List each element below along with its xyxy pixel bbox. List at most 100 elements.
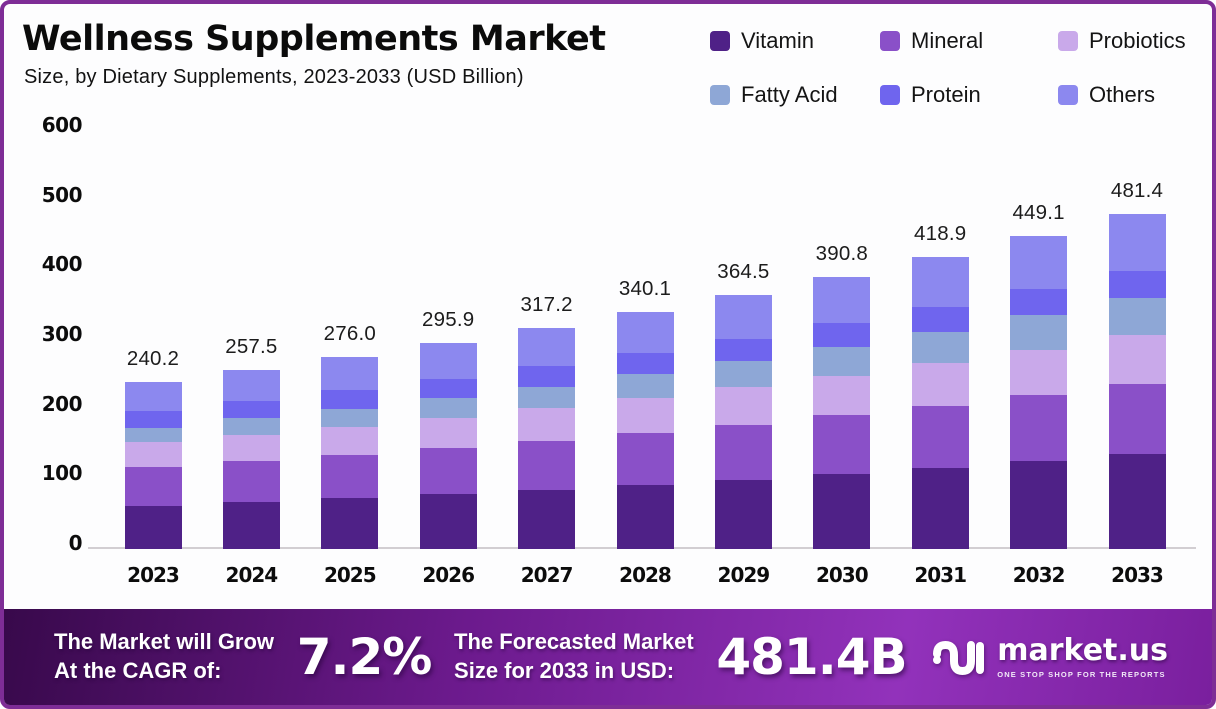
bar-segment-probiotics	[1108, 335, 1166, 384]
y-axis-label-200: 200	[41, 391, 83, 416]
cagr-label-line1: The Market will Grow	[54, 629, 275, 655]
total-label-2032: 449.1	[1012, 201, 1065, 225]
bar-2031	[911, 257, 969, 549]
bar-segment-probiotics	[616, 398, 674, 433]
bar-segment-probiotics	[222, 434, 280, 462]
bar-segment-others	[321, 356, 379, 391]
bar-segment-vitamin	[813, 474, 871, 549]
bar-segment-probiotics	[813, 375, 871, 416]
y-axis-label-600: 600	[41, 113, 83, 137]
bar-segment-vitamin	[911, 468, 969, 549]
total-label-2031: 418.9	[914, 222, 967, 246]
bar-segment-fatty-acid	[813, 347, 871, 376]
x-axis-label-2028: 2028	[619, 563, 672, 587]
header: Wellness Supplements Market Size, by Die…	[22, 18, 606, 89]
x-axis-label-2024: 2024	[225, 563, 279, 587]
bar-segment-probiotics	[419, 417, 477, 449]
bar-2029	[714, 295, 772, 549]
total-label-2027: 317.2	[520, 293, 573, 317]
bar-segment-fatty-acid	[124, 427, 182, 443]
forecast-label-line1: The Forecasted Market	[454, 629, 694, 655]
bar-segment-mineral	[813, 415, 871, 475]
total-label-2026: 295.9	[422, 307, 475, 331]
bar-segment-fatty-acid	[321, 408, 379, 427]
bar-2032	[1010, 236, 1068, 549]
bar-segment-vitamin	[1010, 461, 1068, 549]
bar-segment-probiotics	[1010, 349, 1068, 396]
forecast-label-line2: Size for 2033 in USD:	[454, 658, 675, 683]
brand-name: market.us	[997, 632, 1168, 668]
bar-segment-protein	[1010, 289, 1068, 316]
bar-segment-probiotics	[911, 363, 969, 406]
cagr-label-line2: At the CAGR of:	[54, 658, 222, 683]
bar-segment-protein	[518, 366, 576, 387]
bar-segment-mineral	[714, 424, 772, 480]
bar-segment-mineral	[911, 405, 969, 469]
forecast-label: The Forecasted Market Size for 2033 in U…	[454, 628, 694, 685]
total-label-2028: 340.1	[618, 277, 672, 301]
bar-segment-vitamin	[1108, 454, 1166, 549]
bar-segment-mineral	[321, 455, 379, 499]
bar-segment-mineral	[616, 432, 674, 486]
bar-segment-others	[419, 342, 477, 379]
bar-segment-vitamin	[124, 505, 182, 549]
bar-segment-fatty-acid	[518, 386, 576, 409]
x-axis-label-2025: 2025	[323, 563, 377, 587]
bar-segment-mineral	[222, 461, 280, 503]
bar-segment-fatty-acid	[1010, 315, 1068, 350]
bar-segment-probiotics	[124, 442, 182, 468]
bar-segment-mineral	[1010, 395, 1068, 462]
x-axis-label-2027: 2027	[520, 563, 574, 587]
x-axis-label-2031: 2031	[914, 563, 967, 587]
bar-segment-protein	[124, 411, 182, 428]
bar-segment-protein	[714, 338, 772, 362]
cagr-label: The Market will Grow At the CAGR of:	[54, 628, 274, 685]
marketus-logo-icon	[933, 641, 985, 675]
x-axis-label-2023: 2023	[127, 563, 180, 587]
bar-2024	[222, 369, 280, 549]
total-label-2024: 257.5	[225, 334, 278, 358]
bar-segment-others	[518, 328, 576, 367]
bar-segment-fatty-acid	[419, 398, 477, 418]
bar-segment-protein	[419, 378, 477, 399]
bar-segment-others	[714, 295, 772, 339]
bar-segment-protein	[911, 307, 969, 332]
bar-segment-fatty-acid	[911, 331, 969, 364]
bar-segment-others	[124, 381, 182, 412]
bar-segment-vitamin	[419, 494, 477, 549]
x-axis-label-2032: 2032	[1012, 563, 1066, 587]
bar-2030	[813, 276, 871, 549]
bar-segment-mineral	[1108, 383, 1166, 455]
x-axis-label-2029: 2029	[717, 563, 771, 587]
bar-segment-mineral	[419, 448, 477, 495]
bar-2033	[1108, 213, 1166, 549]
bar-segment-fatty-acid	[714, 361, 772, 388]
bar-segment-protein	[813, 323, 871, 348]
bar-segment-mineral	[124, 467, 182, 506]
bar-segment-others	[222, 369, 280, 401]
y-axis-label-400: 400	[41, 252, 83, 277]
brand-text-block: market.us ONE STOP SHOP FOR THE REPORTS	[997, 632, 1168, 679]
page-title: Wellness Supplements Market	[22, 19, 606, 59]
x-axis-label-2033: 2033	[1111, 563, 1164, 587]
total-label-2033: 481.4	[1110, 178, 1164, 202]
bar-2028	[616, 312, 674, 549]
y-axis-label-100: 100	[41, 461, 83, 486]
bar-segment-others	[813, 276, 871, 324]
x-axis-label-2030: 2030	[815, 563, 869, 587]
bar-segment-fatty-acid	[222, 418, 280, 435]
marketus-brand: market.us ONE STOP SHOP FOR THE REPORTS	[929, 633, 1168, 681]
x-axis-label-2026: 2026	[422, 563, 475, 587]
bar-segment-vitamin	[714, 479, 772, 549]
bar-segment-fatty-acid	[616, 374, 674, 399]
bar-segment-probiotics	[714, 387, 772, 425]
bar-2025	[321, 356, 379, 549]
cagr-value: 7.2%	[296, 628, 433, 686]
y-axis-label-0: 0	[68, 531, 83, 555]
bar-2023	[124, 381, 182, 549]
bar-segment-others	[1010, 236, 1068, 290]
total-label-2023: 240.2	[126, 346, 180, 370]
forecast-value: 481.4B	[716, 628, 907, 686]
bar-segment-probiotics	[321, 426, 379, 456]
total-label-2029: 364.5	[717, 260, 770, 284]
